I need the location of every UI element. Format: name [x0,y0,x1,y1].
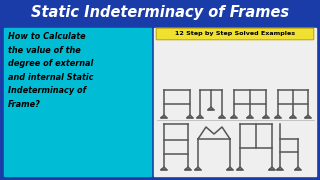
Text: How to Calculate
the value of the
degree of external
and internal Static
Indeter: How to Calculate the value of the degree… [8,32,93,109]
Bar [4,28,151,176]
Text: Static Indeterminacy of Frames: Static Indeterminacy of Frames [31,6,289,21]
Text: 12 Step by Step Solved Examples: 12 Step by Step Solved Examples [175,31,295,36]
Bar [154,28,316,176]
FancyBboxPatch shape [156,28,314,40]
Bar [0,0,320,26]
